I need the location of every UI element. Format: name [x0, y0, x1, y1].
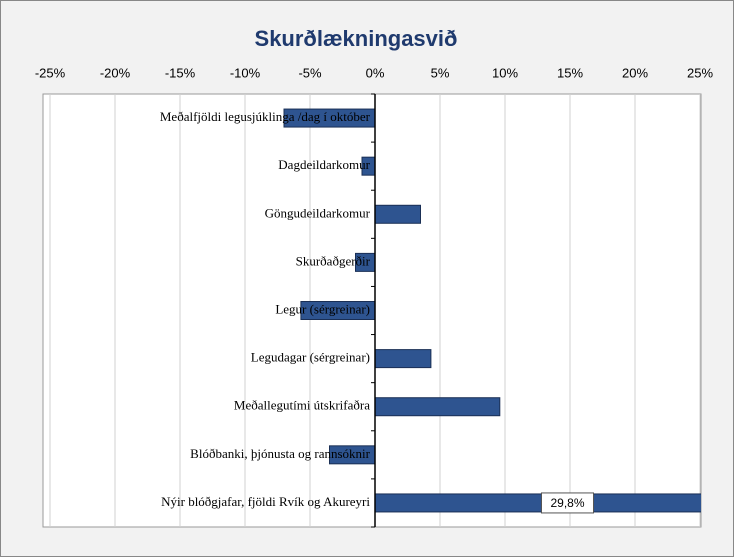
x-tick-label: 15% [557, 65, 583, 80]
category-label: Legudagar (sérgreinar) [251, 350, 370, 365]
bar [374, 349, 432, 369]
x-tick-label: -25% [35, 65, 66, 80]
data-label: 29,8% [550, 496, 584, 510]
x-tick-label: -20% [100, 65, 131, 80]
x-tick-label: 5% [431, 65, 450, 80]
category-label: Meðalfjöldi legusjúklinga /dag í október [160, 109, 371, 124]
category-label: Meðallegutími útskrifaðra [234, 398, 370, 413]
x-tick-label: -5% [298, 65, 322, 80]
x-tick-label: 0% [366, 65, 385, 80]
chart-title: Skurðlækningasvið [255, 26, 458, 51]
category-label: Dagdeildarkomur [278, 157, 370, 172]
bars [283, 108, 701, 513]
x-tick-label: -15% [165, 65, 196, 80]
x-tick-label: 10% [492, 65, 518, 80]
bar [374, 204, 421, 224]
category-label: Göngudeildarkomur [265, 205, 371, 220]
bar [374, 397, 501, 417]
x-tick-label: 25% [687, 65, 713, 80]
category-label: Nýir blóðgjafar, fjöldi Rvík og Akureyri [161, 494, 370, 509]
x-tick-label: -10% [230, 65, 261, 80]
data-label-box [541, 492, 594, 514]
category-label: Blóðbanki, þjónusta og rannsóknir [190, 446, 370, 461]
category-label: Legur (sérgreinar) [275, 301, 370, 316]
category-label: Skurðaðgerðir [296, 253, 371, 268]
x-tick-label: 20% [622, 65, 648, 80]
